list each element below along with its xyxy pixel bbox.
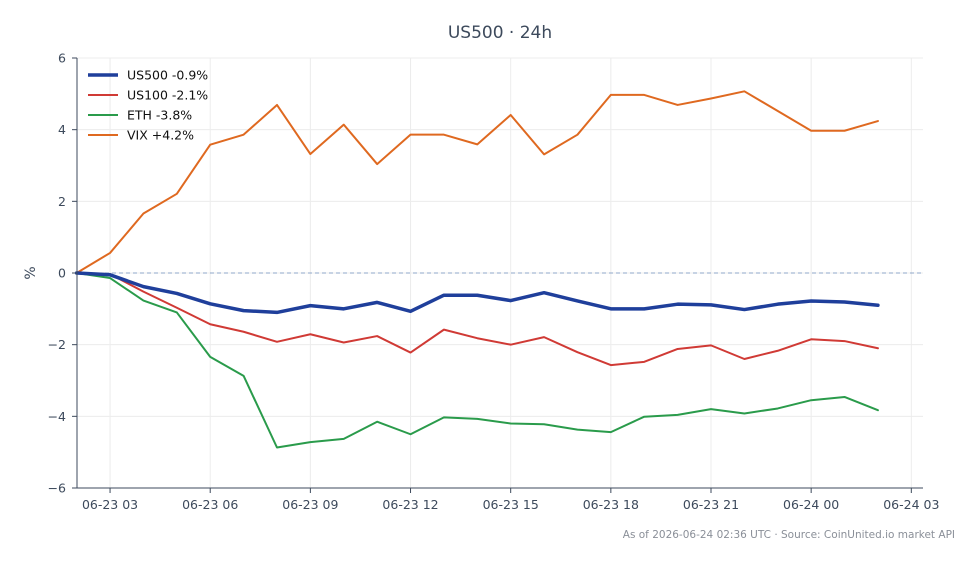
y-tick-label: −2 xyxy=(48,337,66,352)
y-tick-label: −6 xyxy=(48,481,66,496)
y-tick-label: 4 xyxy=(58,122,66,137)
y-tick-label: 6 xyxy=(58,51,66,66)
axes: 06-23 03 06-23 06 06-23 09 06-23 12 06-23 15… xyxy=(48,51,940,513)
series-layer xyxy=(74,90,880,449)
x-tick-label: 06-24 03 xyxy=(883,497,939,512)
x-tick-label: 06-23 15 xyxy=(483,497,539,512)
legend-label-us100: US100 -2.1% xyxy=(127,88,208,103)
series-line-vix xyxy=(75,90,879,274)
legend-label-us500: US500 -0.9% xyxy=(127,68,208,83)
y-tick-label: 2 xyxy=(58,194,66,209)
source-footnote: As of 2026-06-24 02:36 UTC · Source: Coi… xyxy=(623,529,955,541)
x-tick-label: 06-23 09 xyxy=(282,497,338,512)
x-tick-label: 06-23 03 xyxy=(82,497,138,512)
x-tick-label: 06-23 18 xyxy=(583,497,639,512)
series-line-eth xyxy=(75,272,879,449)
series-line-us100 xyxy=(75,272,879,367)
x-tick-label: 06-23 06 xyxy=(182,497,238,512)
legend-label-vix: VIX +4.2% xyxy=(127,128,194,143)
y-axis-label: % xyxy=(23,266,39,279)
x-tick-label: 06-24 00 xyxy=(783,497,839,512)
legend-label-eth: ETH -3.8% xyxy=(127,108,192,123)
x-tick-label: 06-23 12 xyxy=(382,497,438,512)
legend: US500 -0.9% US100 -2.1% ETH -3.8% VIX +4.2% xyxy=(88,68,208,143)
y-tick-label: −4 xyxy=(48,409,66,424)
chart-title: US500 · 24h xyxy=(448,23,552,43)
y-tick-label: 0 xyxy=(58,266,66,281)
series-line-us500 xyxy=(74,271,880,315)
x-tick-label: 06-23 21 xyxy=(683,497,739,512)
